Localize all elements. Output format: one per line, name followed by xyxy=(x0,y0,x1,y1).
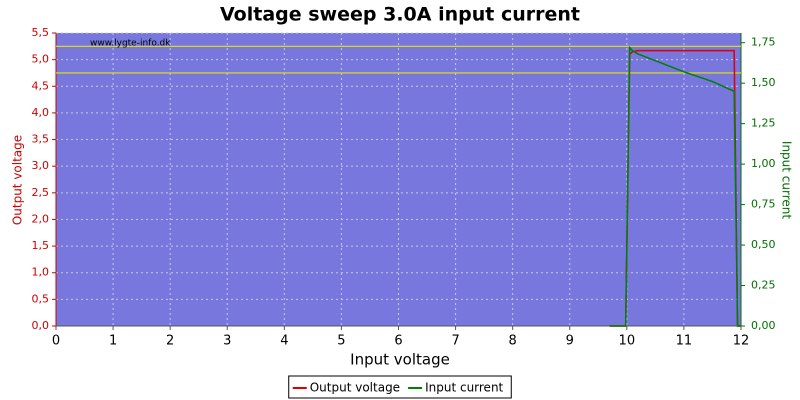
x-tick-label: 9 xyxy=(566,334,574,349)
y-tick-label: 0,5 xyxy=(32,292,50,305)
y2-axis-label: Input current xyxy=(780,141,794,219)
x-tick-label: 10 xyxy=(619,334,636,349)
y-tick-label: 1,0 xyxy=(32,266,50,279)
y2-tick-label: 1,25 xyxy=(751,117,776,130)
x-tick-label: 5 xyxy=(337,334,345,349)
x-tick-label: 6 xyxy=(394,334,402,349)
x-tick-label: 0 xyxy=(52,334,60,349)
y-tick-label: 5,0 xyxy=(32,53,50,66)
legend-label: Output voltage xyxy=(310,381,400,395)
y-tick-label: 2,5 xyxy=(32,186,50,199)
x-tick-label: 8 xyxy=(509,334,517,349)
y2-tick-label: 1,00 xyxy=(751,157,776,170)
y-tick-label: 0,0 xyxy=(32,319,50,332)
x-tick-label: 11 xyxy=(676,334,693,349)
legend-label: Input current xyxy=(425,381,503,395)
y-tick-label: 2,0 xyxy=(32,212,50,225)
x-tick-label: 2 xyxy=(166,334,174,349)
y-tick-label: 4,5 xyxy=(32,79,50,92)
x-tick-label: 4 xyxy=(280,334,288,349)
y2-tick-label: 1,50 xyxy=(751,76,776,89)
y2-tick-label: 0,25 xyxy=(751,279,776,292)
legend xyxy=(288,375,512,399)
x-tick-label: 7 xyxy=(451,334,459,349)
y2-tick-label: 0,75 xyxy=(751,198,776,211)
y-tick-label: 3,5 xyxy=(32,133,50,146)
watermark: www.lygte-info.dk xyxy=(90,39,171,49)
y2-tick-label: 0,50 xyxy=(751,238,776,251)
x-tick-label: 1 xyxy=(109,334,117,349)
y-tick-label: 3,0 xyxy=(32,159,50,172)
series-line xyxy=(609,45,741,327)
y2-tick-label: 1,75 xyxy=(751,36,776,49)
y-tick-label: 5,5 xyxy=(32,26,50,39)
y2-tick-label: 0,00 xyxy=(751,319,776,332)
y-axis-label: Output voltage xyxy=(11,135,25,225)
x-axis-label: Input voltage xyxy=(350,351,450,369)
x-tick-label: 3 xyxy=(223,334,231,349)
chart-title: Voltage sweep 3.0A input current xyxy=(220,4,580,26)
x-tick-label: 12 xyxy=(733,334,750,349)
y-tick-label: 4,0 xyxy=(32,106,50,119)
y-tick-label: 1,5 xyxy=(32,239,50,252)
